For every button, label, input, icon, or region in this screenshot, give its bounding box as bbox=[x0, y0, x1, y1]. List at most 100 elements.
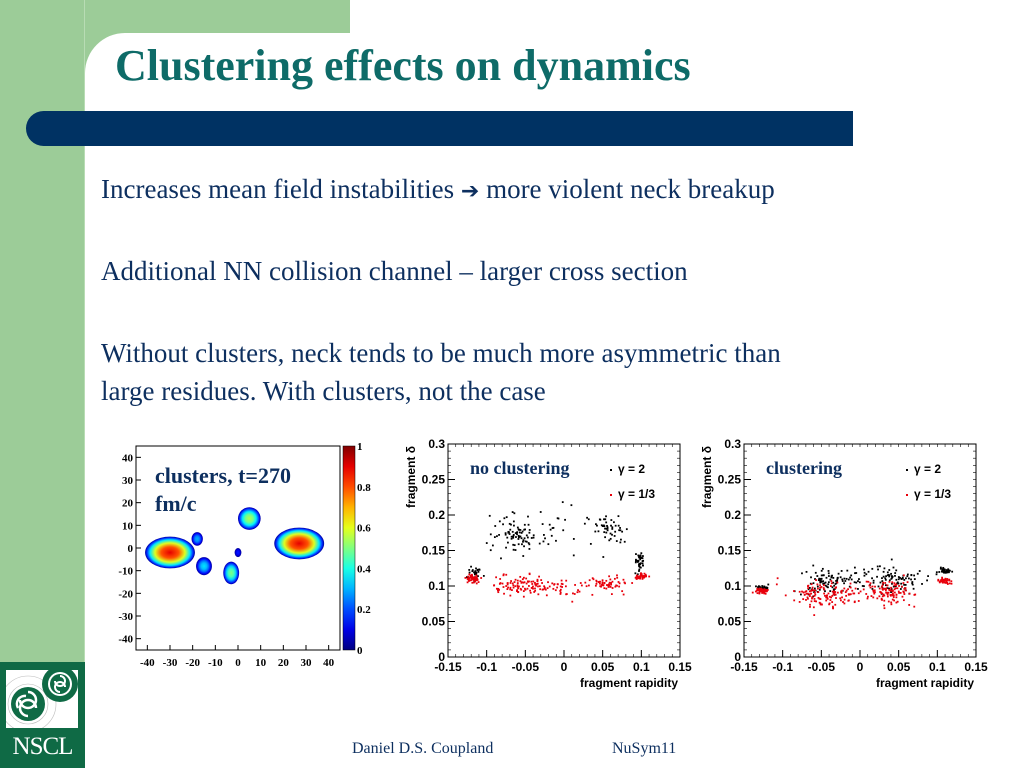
data-point bbox=[605, 531, 608, 534]
data-point bbox=[521, 530, 524, 533]
data-point bbox=[894, 587, 897, 590]
data-point bbox=[493, 584, 496, 587]
data-point bbox=[815, 579, 817, 581]
data-point bbox=[470, 574, 473, 577]
data-point bbox=[608, 584, 611, 587]
data-point bbox=[878, 595, 881, 598]
data-point bbox=[553, 583, 555, 586]
data-point bbox=[890, 577, 893, 580]
data-point bbox=[843, 598, 846, 601]
data-point bbox=[469, 579, 472, 582]
data-point bbox=[887, 600, 890, 603]
data-point bbox=[903, 591, 905, 594]
data-point bbox=[543, 534, 545, 536]
data-point bbox=[832, 593, 835, 596]
data-point bbox=[591, 577, 594, 580]
y-tick-label: 0.3 bbox=[724, 437, 741, 451]
data-point bbox=[512, 543, 515, 546]
data-point bbox=[527, 523, 530, 526]
data-point bbox=[603, 518, 605, 521]
data-point bbox=[609, 585, 612, 588]
data-point bbox=[939, 580, 942, 583]
data-point bbox=[560, 579, 563, 582]
x-tick-label: -0.15 bbox=[434, 660, 462, 674]
data-point bbox=[521, 578, 524, 581]
data-point bbox=[840, 599, 842, 602]
nscl-spiral-icon bbox=[0, 666, 78, 733]
data-point bbox=[897, 578, 900, 581]
data-point bbox=[618, 585, 621, 588]
data-point bbox=[475, 573, 478, 576]
data-point bbox=[485, 542, 488, 544]
data-point bbox=[548, 523, 551, 526]
data-point bbox=[516, 579, 519, 582]
data-point bbox=[827, 570, 830, 572]
data-point bbox=[502, 586, 505, 588]
data-point bbox=[605, 521, 608, 524]
data-point bbox=[863, 568, 865, 571]
data-point bbox=[873, 589, 876, 592]
cluster-density-heatmap: -40 -30 -20 -10 0 10 20 30 40403020100-10-20-30-… bbox=[118, 441, 371, 669]
data-point bbox=[497, 587, 500, 590]
data-point bbox=[474, 570, 477, 573]
data-point bbox=[556, 583, 559, 586]
data-point bbox=[501, 582, 504, 585]
data-point bbox=[888, 575, 891, 578]
data-point bbox=[634, 572, 637, 575]
data-point bbox=[466, 575, 469, 578]
data-point bbox=[832, 581, 835, 584]
x-tick-label: 30 bbox=[301, 657, 313, 669]
data-point bbox=[538, 542, 541, 545]
data-point bbox=[498, 534, 500, 536]
data-point bbox=[891, 598, 894, 601]
data-point bbox=[522, 540, 524, 543]
data-point bbox=[849, 576, 851, 579]
data-point bbox=[853, 581, 856, 584]
data-point bbox=[861, 585, 864, 587]
data-point bbox=[639, 566, 642, 569]
data-point bbox=[829, 590, 832, 592]
data-point bbox=[597, 530, 600, 533]
data-point bbox=[948, 582, 951, 585]
data-point bbox=[757, 586, 759, 589]
data-point bbox=[815, 600, 818, 603]
data-point bbox=[863, 571, 866, 574]
data-point bbox=[817, 591, 820, 594]
data-point bbox=[896, 581, 899, 584]
data-point bbox=[537, 585, 539, 588]
data-point bbox=[595, 523, 597, 526]
data-point bbox=[517, 587, 519, 590]
data-point bbox=[882, 581, 885, 584]
data-point bbox=[503, 592, 505, 595]
data-point bbox=[910, 574, 913, 577]
data-point bbox=[874, 585, 876, 588]
y-tick-label: 0.05 bbox=[718, 615, 742, 629]
data-point bbox=[857, 580, 859, 583]
data-point bbox=[891, 589, 894, 592]
data-point bbox=[594, 530, 597, 533]
data-point bbox=[835, 582, 838, 585]
data-point bbox=[850, 578, 853, 581]
data-point bbox=[511, 511, 514, 513]
data-point bbox=[471, 581, 474, 584]
data-point bbox=[944, 570, 947, 573]
data-point bbox=[943, 581, 946, 584]
data-point bbox=[505, 585, 508, 587]
plot-annotation: no clustering bbox=[470, 458, 570, 478]
data-point bbox=[525, 534, 528, 537]
data-point bbox=[935, 571, 938, 574]
data-point bbox=[493, 536, 496, 539]
data-point bbox=[524, 588, 527, 591]
y-tick-label: 0.25 bbox=[718, 473, 742, 487]
data-point bbox=[819, 598, 822, 600]
data-point bbox=[847, 593, 850, 596]
data-point bbox=[602, 584, 605, 587]
data-point bbox=[613, 577, 616, 580]
data-point bbox=[639, 562, 642, 565]
data-point bbox=[883, 594, 886, 597]
data-point bbox=[813, 614, 816, 617]
data-point bbox=[571, 600, 574, 603]
data-point bbox=[576, 591, 579, 594]
x-tick-label: -0.1 bbox=[476, 660, 497, 674]
data-point bbox=[531, 583, 534, 585]
